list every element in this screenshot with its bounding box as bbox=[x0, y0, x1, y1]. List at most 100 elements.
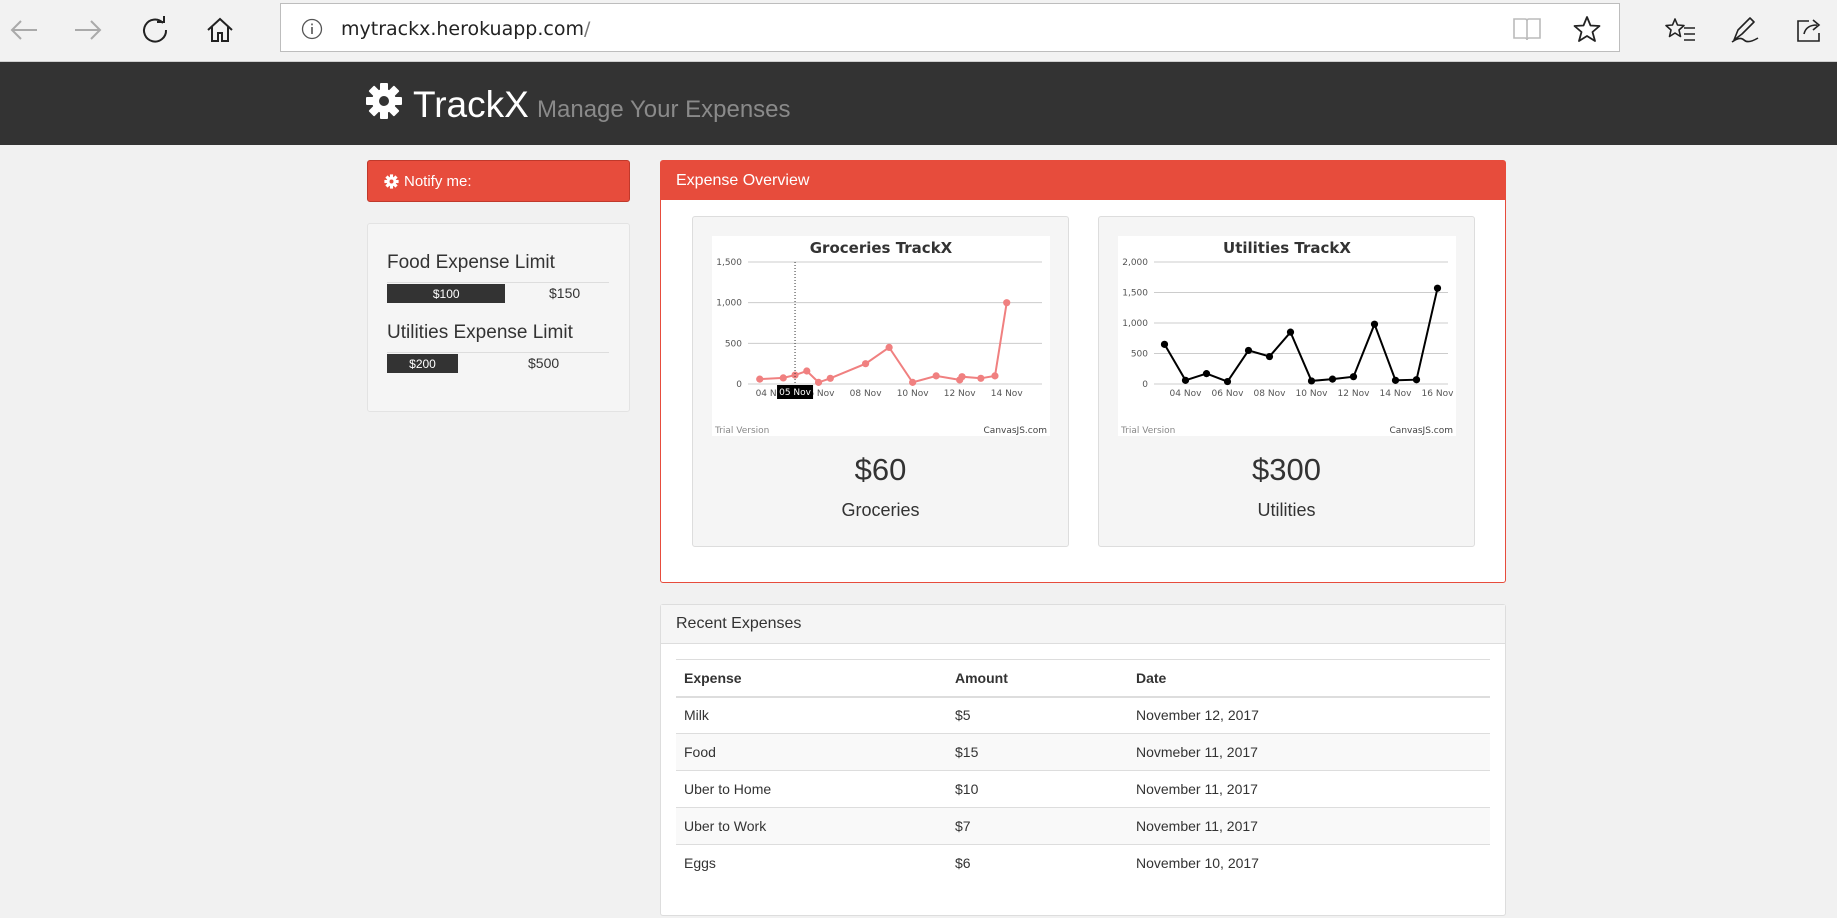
x-tick-label: 08 Nov bbox=[850, 389, 883, 399]
y-tick-label: 2,000 bbox=[1122, 258, 1148, 268]
table-row: Uber to Home $10 November 11, 2017 bbox=[676, 770, 1490, 808]
utilities-total: $300 bbox=[1252, 452, 1321, 487]
amount-cell: $6 bbox=[947, 844, 1128, 882]
notify-me-button[interactable]: Notify me: bbox=[367, 160, 630, 202]
food-limit-max: $150 bbox=[549, 285, 581, 301]
x-tick-label: 16 Nov bbox=[1422, 389, 1455, 399]
x-tick-label: 04 Nov bbox=[756, 389, 789, 399]
gear-icon bbox=[366, 83, 402, 119]
data-point bbox=[885, 343, 893, 351]
groceries-label: Groceries bbox=[841, 500, 920, 520]
groceries-card: Groceries TrackX 0 500 1,000 1,500 04 Nov 06 N… bbox=[692, 216, 1069, 547]
table-row: Uber to Work $7 November 11, 2017 bbox=[676, 807, 1490, 845]
address-bar[interactable]: mytrackx.herokuapp.com/ bbox=[280, 3, 1620, 52]
y-tick-label: 1,500 bbox=[1122, 289, 1148, 299]
share-button[interactable] bbox=[1788, 8, 1832, 52]
favorite-star-icon[interactable] bbox=[1573, 15, 1601, 43]
groceries-chart[interactable]: Groceries TrackX 0 500 1,000 1,500 04 Nov 06 N… bbox=[712, 236, 1050, 436]
data-point bbox=[958, 373, 966, 381]
data-point bbox=[1265, 352, 1274, 361]
refresh-button[interactable] bbox=[133, 8, 177, 52]
data-point bbox=[1202, 370, 1211, 378]
data-point bbox=[862, 360, 870, 368]
arrow-right-icon bbox=[75, 20, 102, 40]
header-amount: Amount bbox=[947, 659, 1128, 698]
expense-cell: Uber to Work bbox=[676, 807, 947, 845]
chart-title: Utilities TrackX bbox=[1223, 239, 1351, 257]
data-point bbox=[1412, 376, 1421, 384]
utilities-limit-progress: $200 $500 bbox=[387, 352, 609, 373]
amount-cell: $10 bbox=[947, 770, 1128, 808]
url-host: mytrackx.herokuapp.com bbox=[341, 18, 584, 40]
food-limit-title: Food Expense Limit bbox=[387, 252, 555, 273]
table-row: Food $15 Novmeber 11, 2017 bbox=[676, 733, 1490, 771]
table-row: Milk $5 November 12, 2017 bbox=[676, 696, 1490, 734]
expense-overview-panel: Expense Overview Groceries TrackX 0 500 1,0… bbox=[660, 160, 1506, 583]
url-text[interactable]: mytrackx.herokuapp.com/ bbox=[341, 18, 590, 40]
data-point bbox=[1307, 377, 1316, 385]
watermark-right: CanvasJS.com bbox=[1390, 426, 1453, 436]
utilities-limit-title: Utilities Expense Limit bbox=[387, 322, 573, 343]
utilities-card: Utilities TrackX 0 500 1,000 1,500 2,000 04 No… bbox=[1098, 216, 1475, 547]
data-point bbox=[779, 374, 787, 382]
date-cell: November 10, 2017 bbox=[1128, 844, 1490, 882]
header-expense: Expense bbox=[676, 659, 947, 698]
x-tick-label: 14 Nov bbox=[991, 389, 1024, 399]
forward-button[interactable] bbox=[66, 8, 110, 52]
data-point bbox=[1181, 376, 1190, 384]
home-button[interactable] bbox=[198, 8, 242, 52]
reading-view-icon[interactable] bbox=[1511, 16, 1543, 42]
recent-expenses-title: Recent Expenses bbox=[661, 605, 1505, 644]
favorites-hub-button[interactable] bbox=[1658, 8, 1702, 52]
web-note-button[interactable] bbox=[1723, 8, 1767, 52]
expense-cell: Food bbox=[676, 733, 947, 771]
refresh-icon bbox=[143, 16, 168, 43]
brand-title[interactable]: TrackX bbox=[413, 84, 529, 125]
expense-overview-title: Expense Overview bbox=[661, 161, 1505, 200]
utilities-limit-fill: $200 bbox=[387, 354, 459, 373]
browser-toolbar: mytrackx.herokuapp.com/ bbox=[0, 0, 1837, 62]
data-point bbox=[1244, 346, 1253, 355]
date-cell: Novmeber 11, 2017 bbox=[1128, 733, 1490, 771]
expense-limits-panel: Food Expense Limit $100 $150 Utilities E… bbox=[367, 223, 630, 412]
date-cell: November 12, 2017 bbox=[1128, 696, 1490, 734]
data-point bbox=[1286, 328, 1295, 336]
expense-cell: Milk bbox=[676, 696, 947, 734]
data-point bbox=[1391, 376, 1400, 384]
info-icon[interactable] bbox=[301, 18, 323, 40]
utilities-label: Utilities bbox=[1257, 500, 1316, 520]
y-tick-label: 1,500 bbox=[716, 258, 742, 268]
watermark-right: CanvasJS.com bbox=[984, 426, 1047, 436]
data-point bbox=[1160, 340, 1169, 348]
utilities-limit-max: $500 bbox=[528, 355, 560, 371]
x-tick-label: 12 Nov bbox=[944, 389, 977, 399]
expense-cell: Uber to Home bbox=[676, 770, 947, 808]
utilities-chart[interactable]: Utilities TrackX 0 500 1,000 1,500 2,000 04 No… bbox=[1118, 236, 1456, 436]
data-point bbox=[1433, 284, 1442, 292]
x-tick-label: 14 Nov bbox=[1380, 389, 1413, 399]
food-limit-fill: $100 bbox=[387, 284, 506, 303]
groceries-total: $60 bbox=[854, 452, 907, 487]
url-path: / bbox=[583, 18, 591, 40]
data-point bbox=[791, 371, 799, 379]
table-header-row: Expense Amount Date bbox=[676, 659, 1490, 698]
date-cell: November 11, 2017 bbox=[1128, 807, 1490, 845]
pen-icon bbox=[1731, 17, 1759, 43]
series-line bbox=[1163, 287, 1439, 383]
y-tick-label: 1,000 bbox=[1122, 319, 1148, 329]
data-point bbox=[803, 367, 811, 375]
date-cell: November 11, 2017 bbox=[1128, 770, 1490, 808]
data-point bbox=[991, 372, 999, 380]
share-icon bbox=[1797, 19, 1821, 42]
back-button[interactable] bbox=[2, 8, 46, 52]
recent-expenses-panel: Recent Expenses Expense Amount Date Milk… bbox=[660, 604, 1506, 916]
y-tick-label: 1,000 bbox=[716, 299, 742, 309]
favorites-list-icon bbox=[1665, 18, 1695, 41]
amount-cell: $7 bbox=[947, 807, 1128, 845]
notify-label: Notify me: bbox=[404, 172, 472, 190]
tooltip-box bbox=[777, 385, 814, 399]
amount-cell: $5 bbox=[947, 696, 1128, 734]
header-date: Date bbox=[1128, 659, 1490, 698]
x-tick-label: 10 Nov bbox=[1296, 389, 1329, 399]
data-point bbox=[977, 374, 985, 382]
